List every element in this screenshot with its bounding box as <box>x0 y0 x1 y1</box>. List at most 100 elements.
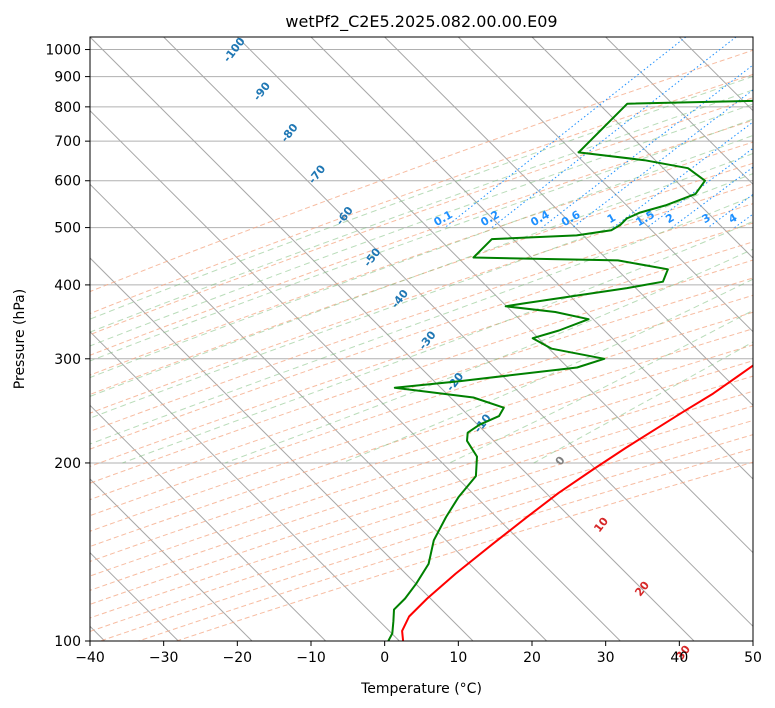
moist-adiabat-line <box>90 173 753 419</box>
y-tick-label: 200 <box>54 456 81 472</box>
mixing-ratio-line <box>671 166 753 228</box>
isotherm-line <box>236 37 753 554</box>
moist-adiabat-line <box>341 278 753 464</box>
dry-adiabat-line <box>90 277 753 501</box>
x-tick-label: −20 <box>223 650 253 666</box>
mixing-ratio-line <box>572 89 753 228</box>
x-axis: −40 −30 −20 −10 0 10 20 30 40 50 <box>75 641 762 666</box>
dry-adiabat-line <box>90 344 753 563</box>
dry-adiabat-line <box>90 183 753 414</box>
dry-adiabat-line <box>90 222 753 450</box>
dry-adiabat-label: -50 <box>361 245 384 269</box>
x-tick-label: 20 <box>523 650 541 666</box>
mixing-ratio-label: 0.4 <box>528 208 552 229</box>
dewpoint-profile-line <box>387 99 753 641</box>
dry-adiabat-line <box>90 162 753 395</box>
isotherm-line <box>90 109 621 641</box>
isotherm-line <box>90 330 400 641</box>
dry-adiabat-label: -60 <box>333 204 356 228</box>
mixing-ratio-line <box>734 213 753 229</box>
temperature-profile-line <box>401 364 753 641</box>
x-tick-label: 50 <box>744 650 762 666</box>
dry-adiabat-label: 40 <box>714 707 734 708</box>
y-tick-label: 500 <box>54 221 81 237</box>
mixing-ratio-label: 0.1 <box>431 208 454 229</box>
mixing-ratio-label: 4 <box>726 211 739 226</box>
dry-adiabat-line <box>90 49 753 293</box>
isotherm-line <box>457 37 753 333</box>
isotherm-line <box>90 257 474 641</box>
mixing-ratio-label: 1 <box>605 211 618 226</box>
moist-adiabat-line <box>90 75 753 320</box>
isotherm-line <box>678 37 753 112</box>
y-tick-label: 900 <box>54 70 81 86</box>
moist-adiabat-line <box>224 248 753 464</box>
y-tick-label: 700 <box>54 134 81 150</box>
y-tick-label: 600 <box>54 174 81 190</box>
dry-adiabat-line <box>90 390 753 605</box>
y-tick-label: 400 <box>54 278 81 294</box>
isotherm-line <box>163 37 753 628</box>
dry-adiabat-line <box>90 294 753 517</box>
dry-adiabat-line <box>90 73 753 315</box>
x-tick-label: 10 <box>449 650 467 666</box>
x-tick-label: −30 <box>149 650 179 666</box>
dry-adiabat-line <box>90 97 753 336</box>
dry-adiabat-label: -30 <box>416 328 439 352</box>
isopleth-labels: 0.1 0.2 0.4 0.6 1 1.5 2 3 4-100-90-80-70-60-50-4… <box>221 35 740 708</box>
isotherm-line <box>90 183 548 641</box>
moist-adiabat-line <box>90 103 753 347</box>
y-tick-label: 800 <box>54 100 81 116</box>
y-tick-label: 100 <box>54 634 81 650</box>
y-tick-label: 300 <box>54 352 81 368</box>
mixing-ratio-line <box>541 64 753 228</box>
moist-adiabat-line <box>90 134 753 379</box>
x-tick-label: −10 <box>296 650 326 666</box>
mixing-ratio-label: 0.6 <box>559 208 583 229</box>
dry-adiabat-line <box>90 203 753 432</box>
dry-adiabat-line <box>90 311 753 532</box>
isotherm-line <box>605 37 753 186</box>
x-tick-label: 30 <box>597 650 615 666</box>
isotherm-line <box>752 37 753 38</box>
plot-frame <box>89 36 754 642</box>
dry-adiabat-line <box>90 375 753 591</box>
dry-adiabat-label: 10 <box>591 515 611 535</box>
mixing-ratio-line <box>707 193 753 229</box>
x-tick-label: −40 <box>75 650 105 666</box>
background-lines <box>90 37 753 641</box>
moist-adiabat-line <box>449 309 753 464</box>
moist-adiabat-line <box>90 152 753 397</box>
isotherm-line <box>90 404 327 641</box>
dry-adiabat-line <box>100 434 753 641</box>
moist-adiabat-line <box>90 195 753 445</box>
isotherm-line <box>310 37 753 480</box>
isotherm-line <box>384 37 753 407</box>
dry-adiabat-line <box>90 119 753 356</box>
dry-adiabat-label: -40 <box>389 287 412 311</box>
dry-adiabat-line <box>90 259 753 484</box>
x-axis-title: Temperature (°C) <box>360 681 482 697</box>
y-axis-title: Pressure (hPa) <box>12 289 28 389</box>
dry-adiabat-label: -90 <box>251 79 274 103</box>
x-tick-label: 40 <box>670 650 688 666</box>
dry-adiabat-line <box>90 241 753 467</box>
y-tick-label: 1000 <box>45 43 81 59</box>
y-axis: 100 200 300 400 500 600 700 800 900 1000 <box>45 43 90 650</box>
dry-adiabat-line <box>90 328 753 548</box>
x-tick-label: 0 <box>380 650 389 666</box>
chart-title: wetPf2_C2E5.2025.082.00.00.E09 <box>285 12 557 32</box>
dry-adiabat-line <box>90 141 753 376</box>
moist-adiabat-line <box>90 118 753 362</box>
dry-adiabat-line <box>90 360 753 577</box>
isotherm-line <box>90 478 253 641</box>
mixing-ratio-line <box>491 37 737 228</box>
isotherm-line <box>531 37 753 259</box>
moist-adiabat-line <box>122 220 753 464</box>
mixing-ratio-label: 2 <box>663 211 676 226</box>
moist-adiabat-line <box>90 89 753 333</box>
dry-adiabat-line <box>90 419 753 632</box>
profile-series <box>387 99 753 641</box>
